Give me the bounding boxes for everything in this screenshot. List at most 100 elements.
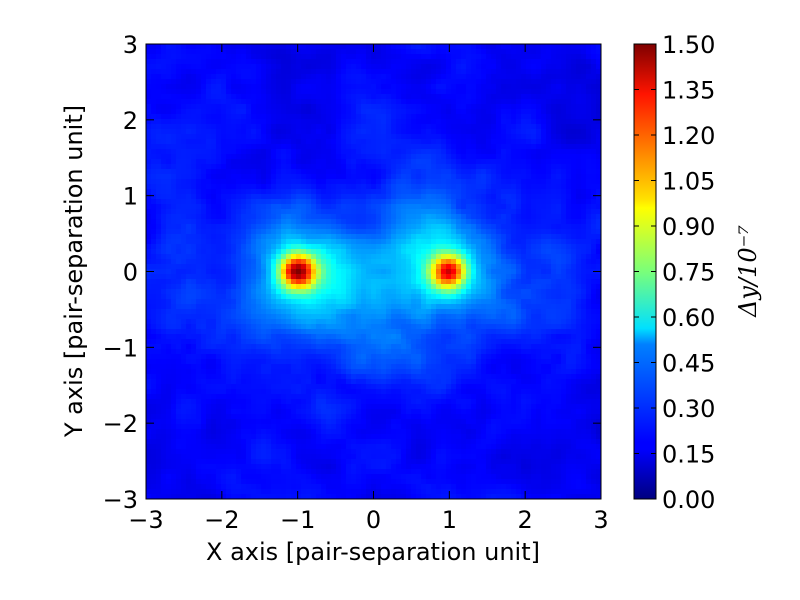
- heatmap-cell: [331, 439, 337, 445]
- heatmap-cell: [326, 374, 332, 380]
- heatmap-cell: [306, 299, 312, 305]
- heatmap-cell: [346, 124, 352, 130]
- heatmap-cell: [181, 484, 187, 490]
- heatmap-cell: [156, 254, 162, 260]
- heatmap-cell: [236, 274, 242, 280]
- heatmap-cell: [316, 49, 322, 55]
- heatmap-cell: [416, 229, 422, 235]
- heatmap-cell: [196, 329, 202, 335]
- heatmap-cell: [161, 409, 167, 415]
- heatmap-cell: [181, 294, 187, 300]
- heatmap-cell: [266, 79, 272, 85]
- heatmap-cell: [261, 379, 267, 385]
- heatmap-cell: [266, 309, 272, 315]
- heatmap-cell: [391, 139, 397, 145]
- heatmap-cell: [326, 469, 332, 475]
- heatmap-cell: [251, 49, 257, 55]
- heatmap-cell: [396, 314, 402, 320]
- heatmap-cell: [226, 454, 232, 460]
- heatmap-cell: [186, 159, 192, 165]
- heatmap-cell: [366, 459, 372, 465]
- heatmap-cell: [341, 474, 347, 480]
- heatmap-cell: [216, 374, 222, 380]
- heatmap-cell: [226, 369, 232, 375]
- heatmap-cell: [181, 364, 187, 370]
- heatmap-cell: [256, 184, 262, 190]
- heatmap-cell: [211, 254, 217, 260]
- heatmap-cell: [341, 204, 347, 210]
- heatmap-cell: [256, 339, 262, 345]
- heatmap-cell: [311, 409, 317, 415]
- heatmap-cell: [366, 59, 372, 65]
- heatmap-cell: [241, 489, 247, 495]
- heatmap-cell: [296, 379, 302, 385]
- heatmap-cell: [216, 204, 222, 210]
- heatmap-cell: [206, 359, 212, 365]
- heatmap-cell: [336, 364, 342, 370]
- heatmap-cell: [406, 89, 412, 95]
- heatmap-cell: [416, 429, 422, 435]
- heatmap-cell: [391, 74, 397, 80]
- heatmap-cell: [311, 189, 317, 195]
- heatmap-cell: [281, 489, 287, 495]
- heatmap-cell: [306, 89, 312, 95]
- heatmap-cell: [266, 44, 272, 50]
- heatmap-cell: [236, 419, 242, 425]
- heatmap-cell: [381, 394, 387, 400]
- heatmap-cell: [151, 459, 157, 465]
- heatmap-cell: [201, 359, 207, 365]
- heatmap-cell: [351, 134, 357, 140]
- heatmap-cell: [286, 329, 292, 335]
- heatmap-cell: [226, 169, 232, 175]
- heatmap-cell: [366, 484, 372, 490]
- heatmap-cell: [296, 364, 302, 370]
- heatmap-cell: [201, 464, 207, 470]
- heatmap-cell: [376, 179, 382, 185]
- heatmap-cell: [306, 459, 312, 465]
- heatmap-cell: [331, 269, 337, 275]
- heatmap-cell: [371, 54, 377, 60]
- heatmap-cell: [221, 334, 227, 340]
- heatmap-cell: [266, 89, 272, 95]
- heatmap-cell: [166, 234, 172, 240]
- heatmap-cell: [411, 179, 417, 185]
- heatmap-cell: [356, 259, 362, 265]
- heatmap-cell: [326, 464, 332, 470]
- heatmap-cell: [236, 389, 242, 395]
- heatmap-cell: [341, 299, 347, 305]
- heatmap-cell: [301, 239, 307, 245]
- heatmap-cell: [246, 449, 252, 455]
- heatmap-cell: [256, 334, 262, 340]
- heatmap-cell: [361, 154, 367, 160]
- heatmap-cell: [321, 124, 327, 130]
- heatmap-cell: [231, 289, 237, 295]
- heatmap-cell: [221, 464, 227, 470]
- heatmap-cell: [236, 284, 242, 290]
- heatmap-cell: [376, 424, 382, 430]
- heatmap-cell: [311, 99, 317, 105]
- heatmap-cell: [161, 99, 167, 105]
- heatmap-cell: [331, 274, 337, 280]
- heatmap-cell: [276, 224, 282, 230]
- heatmap-cell: [376, 214, 382, 220]
- heatmap-cell: [246, 139, 252, 145]
- heatmap-cell: [191, 359, 197, 365]
- heatmap-cell: [256, 64, 262, 70]
- heatmap-cell: [276, 484, 282, 490]
- heatmap-cell: [171, 434, 177, 440]
- heatmap-cell: [236, 294, 242, 300]
- heatmap-cell: [371, 299, 377, 305]
- heatmap-cell: [341, 44, 347, 50]
- heatmap-cell: [381, 384, 387, 390]
- heatmap-cell: [151, 189, 157, 195]
- heatmap-cell: [156, 219, 162, 225]
- heatmap-cell: [296, 339, 302, 345]
- heatmap-cell: [386, 274, 392, 280]
- heatmap-cell: [251, 434, 257, 440]
- heatmap-cell: [201, 69, 207, 75]
- heatmap-cell: [171, 134, 177, 140]
- heatmap-cell: [341, 494, 347, 499]
- heatmap-cell: [381, 454, 387, 460]
- heatmap-cell: [221, 434, 227, 440]
- heatmap-cell: [321, 269, 327, 275]
